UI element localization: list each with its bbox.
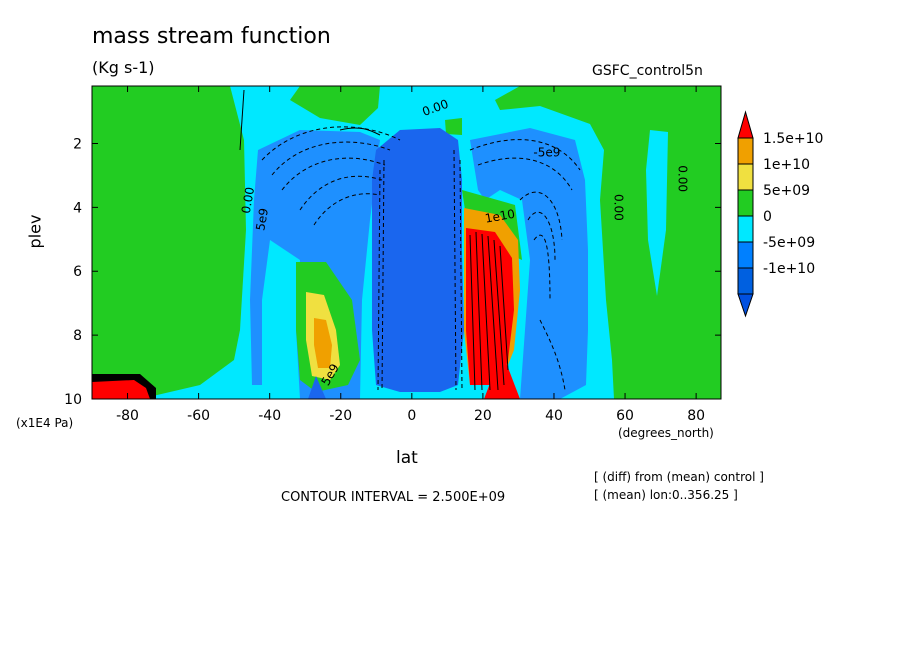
x-tick-label: -60 [187, 408, 210, 424]
region-green-top2 [445, 118, 462, 135]
colorbar-label: 1.5e+10 [763, 131, 823, 147]
region-red-bottom [484, 352, 520, 399]
contour-label: -5e9 [533, 145, 560, 159]
colorbar-label: 1e+10 [763, 157, 810, 173]
colorbar-box [737, 189, 754, 217]
run-label: GSFC_control5n [592, 63, 703, 79]
positive-contours [239, 89, 509, 391]
region-blue-right [470, 128, 588, 399]
colorbar-box [737, 137, 754, 165]
x-tick-label: -40 [258, 408, 281, 424]
contour-label: 0.00 [239, 186, 257, 215]
colorbar-legend: 1.5e+10 1e+10 5e+09 0 -5e+09 -1e+10 [737, 110, 823, 318]
x-tick-label: 0 [407, 408, 416, 424]
contour-label: 0.00 [611, 194, 625, 221]
contour-interval: CONTOUR INTERVAL = 2.500E+09 [281, 490, 506, 505]
colorbar-box [737, 241, 754, 269]
y-tick-label: 10 [64, 392, 82, 408]
y-tick-label: 6 [73, 264, 82, 280]
x-axis-unit: (degrees_north) [618, 426, 714, 440]
region-green-left [92, 86, 246, 399]
x-tick-label: -80 [116, 408, 139, 424]
colorbar-box [737, 267, 754, 295]
chart-units: (Kg s-1) [92, 58, 155, 77]
chart-title: mass stream function [92, 24, 331, 49]
contour-fill [92, 86, 721, 399]
colorbar-box [737, 215, 754, 243]
contour-label: 0.00 [675, 165, 689, 192]
region-red-right [466, 228, 514, 385]
y-ticks: 2 4 6 8 10 [64, 136, 721, 408]
x-tick-label: 40 [545, 408, 563, 424]
contour-label: 5e9 [253, 207, 271, 232]
colorbar-label: 0 [763, 209, 772, 225]
colorbar-top-arrow [737, 110, 754, 139]
region-orange [314, 318, 332, 368]
colorbar-bottom-arrow [737, 293, 754, 318]
x-tick-label: 20 [474, 408, 492, 424]
region-black-corner [92, 374, 156, 399]
x-tick-label: 60 [616, 408, 634, 424]
y-tick-label: 8 [73, 328, 82, 344]
y-axis-unit: (x1E4 Pa) [16, 416, 74, 430]
negative-contours [261, 126, 581, 391]
y-tick-label: 4 [73, 200, 82, 216]
colorbar-label: -1e+10 [763, 261, 815, 277]
region-blue-bottom [308, 376, 326, 399]
y-tick-label: 2 [73, 136, 82, 152]
x-axis-label: lat [396, 448, 418, 468]
x-ticks: -80 -60 -40 -20 0 20 40 60 80 [116, 86, 705, 424]
x-tick-label: -20 [329, 408, 352, 424]
region-cyan-right [646, 130, 668, 296]
colorbar-box [737, 163, 754, 191]
region-green-top [290, 86, 380, 125]
annotation-diff: [ (diff) from (mean) control ] [594, 470, 764, 484]
colorbar-label: -5e+09 [763, 235, 815, 251]
annotation-mean-lon: [ (mean) lon:0..356.25 ] [594, 488, 738, 502]
x-tick-label: 80 [687, 408, 705, 424]
colorbar-label: 5e+09 [763, 183, 810, 199]
contour-label: 1e10 [484, 207, 516, 226]
plot-frame [91, 85, 722, 400]
region-blue-core [372, 128, 464, 392]
